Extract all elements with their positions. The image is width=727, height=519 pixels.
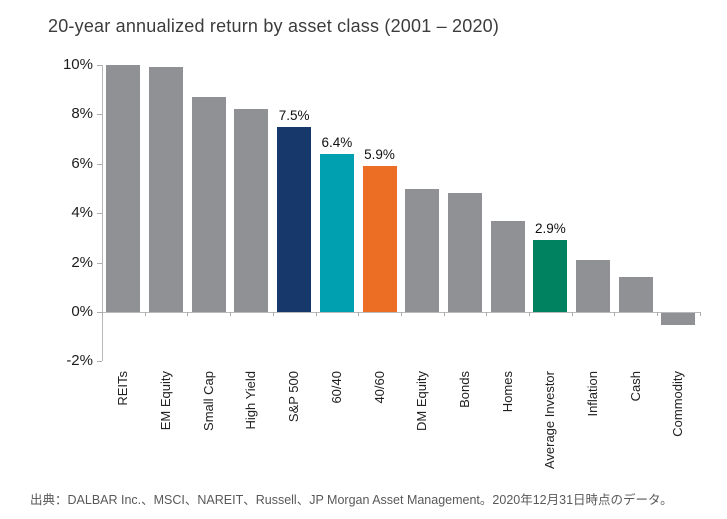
data-label-s-p-500: 7.5% — [278, 107, 310, 123]
x-axis-tick — [529, 312, 530, 316]
x-label-commodity: Commodity — [670, 371, 686, 437]
x-label-60-40: 60/40 — [328, 371, 344, 404]
bar-high-yield — [234, 109, 269, 312]
x-label-dm-equity: DM Equity — [414, 371, 430, 431]
bar-inflation — [576, 260, 611, 312]
bar-homes — [490, 220, 525, 312]
x-label-average-investor: Average Investor — [542, 371, 558, 470]
x-axis-tick — [443, 312, 445, 316]
x-axis-tick — [614, 312, 616, 316]
bar-average-investor — [533, 240, 568, 312]
y-axis-tick — [97, 213, 102, 215]
y-tick-label-8: 8% — [71, 105, 93, 123]
bar-reits — [106, 65, 141, 312]
x-label-reits: REITs — [115, 371, 131, 406]
x-axis-tick — [699, 312, 701, 316]
bar-60-40 — [319, 153, 354, 312]
x-axis-tick — [486, 312, 488, 316]
x-axis-tick — [102, 312, 103, 316]
y-axis-tick — [97, 65, 102, 66]
x-axis-tick — [272, 312, 274, 316]
y-tick-label-4: 4% — [71, 204, 93, 222]
x-axis-tick — [187, 312, 189, 316]
y-axis-tick — [97, 312, 102, 313]
x-axis-tick — [657, 312, 659, 316]
y-axis-tick — [97, 114, 102, 116]
data-label-average-investor: 2.9% — [534, 221, 566, 237]
bar-dm-equity — [405, 188, 440, 312]
y-tick-label-6: 6% — [71, 154, 93, 172]
bar-bonds — [447, 193, 482, 312]
x-axis-tick — [230, 312, 232, 316]
x-label-high-yield: High Yield — [243, 371, 259, 430]
x-label-cash: Cash — [627, 371, 643, 402]
y-tick-label-2: 2% — [71, 253, 93, 271]
x-label-inflation: Inflation — [585, 371, 601, 417]
y-axis-tick — [97, 262, 102, 264]
bar-commodity — [661, 313, 696, 326]
data-label-40-60: 5.9% — [364, 147, 395, 163]
data-label-60-40: 6.4% — [321, 134, 353, 150]
y-tick-label-10: 10% — [62, 56, 93, 73]
bar-s-p-500 — [277, 126, 312, 312]
x-label-homes: Homes — [499, 371, 515, 413]
source-note: 出典：DALBAR Inc.、MSCI、NAREIT、Russell、JP Mo… — [30, 493, 673, 507]
bar-cash — [618, 277, 653, 312]
bar-em-equity — [149, 67, 184, 312]
x-axis-tick — [358, 312, 360, 316]
y-tick-label-0: 0% — [71, 303, 93, 320]
x-label-40-60: 40/60 — [371, 371, 387, 404]
x-label-bonds: Bonds — [456, 371, 472, 408]
y-tick-label-2: -2% — [66, 352, 93, 370]
y-axis-tick — [97, 361, 102, 363]
x-label-em-equity: EM Equity — [158, 371, 174, 431]
y-axis-line — [102, 65, 103, 362]
x-axis-tick — [400, 312, 402, 316]
chart-title: 20-year annualized return by asset class… — [48, 16, 500, 36]
x-axis-tick — [315, 312, 317, 316]
x-label-s-p-500: S&P 500 — [286, 371, 302, 423]
x-axis-tick — [571, 312, 573, 316]
bar-40-60 — [362, 166, 397, 312]
bar-small-cap — [191, 97, 226, 312]
y-axis-tick — [97, 163, 102, 165]
x-label-small-cap: Small Cap — [200, 371, 216, 431]
x-axis-tick — [144, 312, 146, 316]
